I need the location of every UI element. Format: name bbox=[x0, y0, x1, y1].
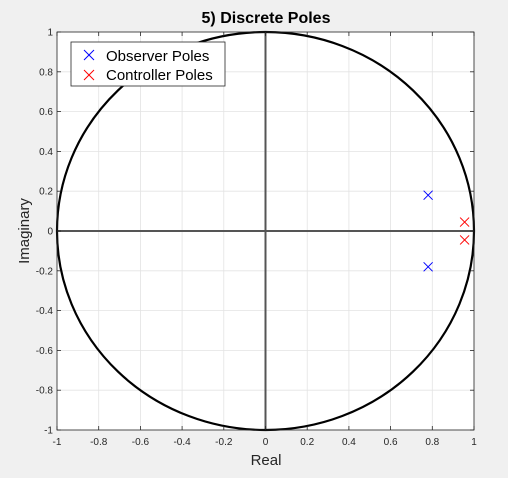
x-tick-label: -0.6 bbox=[132, 437, 150, 448]
x-tick-label: -0.8 bbox=[90, 437, 108, 448]
x-tick-label: -0.4 bbox=[173, 437, 191, 448]
marker-stroke bbox=[83, 69, 95, 81]
pole-marker bbox=[459, 235, 470, 245]
marker-stroke bbox=[423, 261, 433, 272]
legend-box bbox=[70, 41, 226, 87]
x-tick-label: 1 bbox=[471, 437, 477, 448]
x-tick-label: -1 bbox=[53, 437, 62, 448]
x-tick-label: 0.8 bbox=[425, 437, 439, 448]
y-tick-label: 0 bbox=[47, 227, 53, 238]
legend-marker-observer bbox=[83, 49, 95, 61]
pole-markers bbox=[423, 190, 470, 272]
pole-marker bbox=[423, 261, 433, 272]
y-tick-label: 0.2 bbox=[39, 187, 53, 198]
marker-stroke bbox=[423, 190, 433, 201]
x-tick-label: 0.2 bbox=[300, 437, 314, 448]
x-axis-label: Real bbox=[251, 452, 282, 469]
legend-x-marker bbox=[83, 69, 95, 81]
x-tick-label: -0.2 bbox=[215, 437, 233, 448]
y-tick-label: -0.8 bbox=[36, 386, 54, 397]
axes-lines bbox=[57, 32, 474, 430]
x-tick-label: 0.6 bbox=[384, 437, 398, 448]
y-tick-label: -0.6 bbox=[36, 346, 54, 357]
y-axis-label: Imaginary bbox=[16, 198, 33, 264]
legend-item-controller: Controller Poles bbox=[83, 67, 213, 84]
y-tick-label: -1 bbox=[44, 426, 53, 437]
y-tick-label: 1 bbox=[47, 28, 53, 39]
y-tick-label: 0.6 bbox=[39, 107, 53, 118]
pole-marker bbox=[459, 217, 470, 227]
marker-stroke bbox=[459, 217, 470, 227]
legend-x-marker bbox=[83, 49, 95, 61]
legend-item-observer: Observer Poles bbox=[83, 48, 209, 65]
y-tick-label: 0.4 bbox=[39, 147, 53, 158]
x-tick-label: 0 bbox=[263, 437, 269, 448]
legend: Observer Poles Controller Poles bbox=[70, 41, 226, 87]
chart-title: 5) Discrete Poles bbox=[202, 10, 331, 27]
pole-marker bbox=[423, 190, 433, 201]
y-tick-label: -0.4 bbox=[36, 306, 54, 317]
legend-label-observer: Observer Poles bbox=[106, 48, 209, 65]
y-tick-label: -0.2 bbox=[36, 266, 54, 277]
legend-label-controller: Controller Poles bbox=[106, 67, 213, 84]
x-tick-label: 0.4 bbox=[342, 437, 356, 448]
x-tick-labels: -1 -0.8 -0.6 -0.4 -0.2 0 0.2 0.4 0.6 0.8 1 bbox=[53, 32, 477, 448]
marker-stroke bbox=[83, 49, 95, 61]
legend-marker-controller bbox=[83, 69, 95, 81]
marker-stroke bbox=[459, 235, 470, 245]
y-tick-labels: 1 0.8 0.6 0.4 0.2 0 -0.2 -0.4 -0.6 -0.8 -1 bbox=[36, 28, 474, 437]
y-tick-label: 0.8 bbox=[39, 67, 53, 78]
